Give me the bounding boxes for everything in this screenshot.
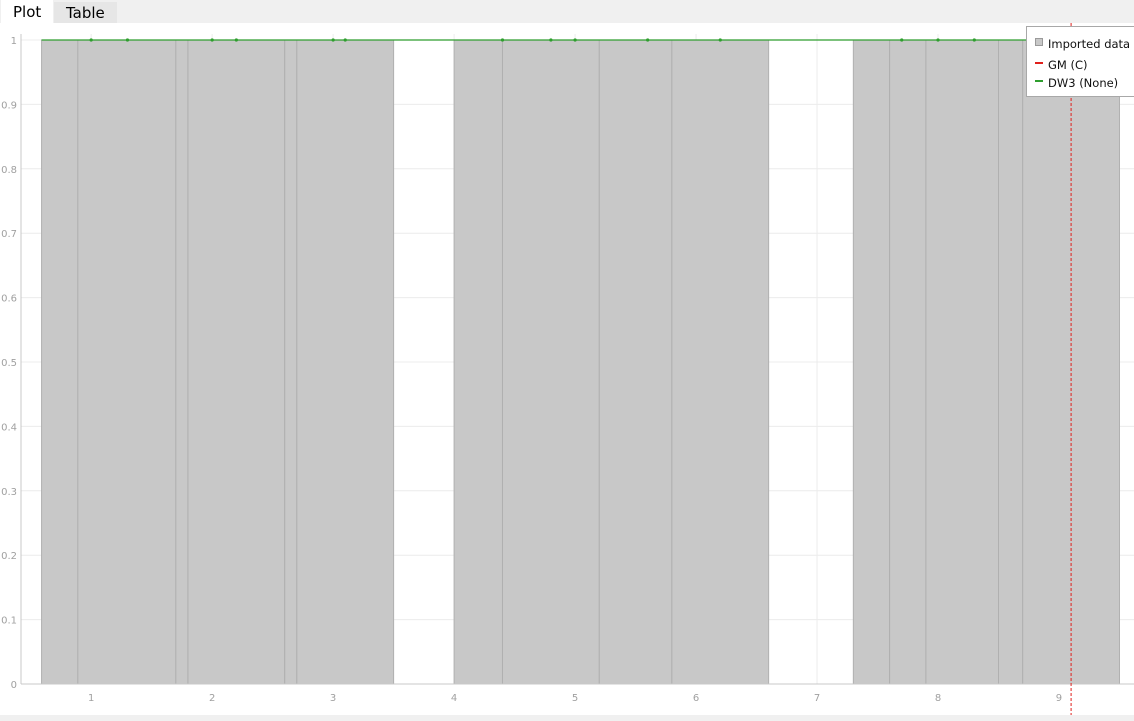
legend-swatch-dw3: [1035, 80, 1043, 82]
x-tick-label: 8: [935, 693, 941, 704]
y-tick-label: 0.1: [1, 616, 17, 627]
histogram-bin: [671, 39, 770, 685]
x-tick-label: 3: [330, 693, 336, 704]
plot-area: 0 0.1 0.2 0.3 0.4 0.5 0.6 0.7 0.8 0.9 1 1 2 3 4 5 6 7 8 9 I…: [0, 23, 1134, 715]
histogram-bin: [187, 39, 286, 685]
tab-bar: Plot Table: [0, 0, 1134, 23]
x-tick-label: 7: [814, 693, 820, 704]
histogram-bin: [1022, 39, 1120, 685]
histogram-bin: [889, 39, 927, 685]
histogram-bin: [925, 39, 1000, 685]
histogram-bin: [598, 39, 673, 685]
y-tick-label: 0: [11, 680, 17, 691]
y-tick-label: 0.8: [1, 165, 17, 176]
histogram-bin: [284, 39, 298, 685]
dw3-point: [125, 38, 130, 42]
legend: Imported data GM (C) DW3 (None): [1026, 26, 1134, 97]
y-tick-label: 0.4: [1, 422, 17, 433]
chart: 0 0.1 0.2 0.3 0.4 0.5 0.6 0.7 0.8 0.9 1 1 2 3 4 5 6 7 8 9: [1, 23, 1134, 715]
legend-label-gm: GM (C): [1048, 58, 1088, 72]
histogram-bin: [77, 39, 177, 685]
y-tick-label: 0.9: [1, 100, 17, 111]
legend-label-dw3: DW3 (None): [1048, 76, 1119, 90]
dw3-point: [972, 38, 976, 42]
dw3-point: [89, 38, 93, 42]
x-tick-label: 1: [88, 693, 94, 704]
legend-label-imported-data: Imported data: [1048, 37, 1131, 51]
legend-swatch-gm: [1035, 62, 1043, 64]
dw3-point: [343, 38, 347, 42]
y-tick-label: 0.3: [1, 487, 17, 498]
histogram-bin: [998, 39, 1024, 685]
y-tick-label: 0.6: [1, 294, 17, 305]
dw3-point: [573, 38, 577, 42]
histogram-bin: [852, 39, 891, 685]
dw3-point: [549, 38, 553, 42]
dw3-point: [234, 38, 238, 42]
dw3-point: [646, 38, 650, 42]
dw3-point: [500, 38, 505, 42]
histogram-bin: [296, 39, 395, 685]
dw3-point: [718, 38, 722, 42]
histogram-bin: [175, 39, 189, 685]
tab-table[interactable]: Table: [54, 2, 117, 23]
y-tick-label: 1: [11, 36, 17, 47]
dw3-point: [900, 38, 904, 42]
dw3-point: [331, 38, 335, 42]
histogram-bin: [453, 39, 503, 685]
y-tick-label: 0.2: [1, 551, 17, 562]
x-tick-label: 6: [693, 693, 699, 704]
x-tick-label: 2: [209, 693, 215, 704]
legend-swatch-imported-data: [1035, 38, 1043, 46]
y-tick-label: 0.7: [1, 229, 17, 240]
dw3-point: [210, 38, 214, 42]
dw3-point: [936, 38, 940, 42]
histogram-bin: [41, 39, 79, 685]
x-tick-label: 4: [451, 693, 457, 704]
histogram-bin: [501, 39, 600, 685]
y-tick-label: 0.5: [1, 358, 17, 369]
x-tick-label: 9: [1056, 693, 1062, 704]
tab-plot[interactable]: Plot: [1, 0, 54, 23]
x-tick-label: 5: [572, 693, 578, 704]
